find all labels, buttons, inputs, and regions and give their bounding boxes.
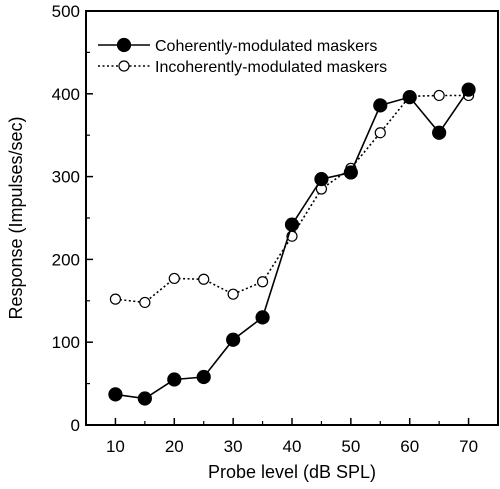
- legend-label: Incoherently-modulated maskers: [155, 59, 387, 76]
- y-axis: 0 100 200 300 400 500: [52, 2, 93, 435]
- data-point: [255, 310, 270, 325]
- x-tick-label: 40: [283, 437, 302, 456]
- data-point: [137, 391, 152, 406]
- series-line: [115, 89, 470, 400]
- series-incoherent: [109, 89, 475, 309]
- x-tick-label: 70: [459, 437, 478, 456]
- x-tick-label: 50: [341, 437, 360, 456]
- x-tick-label: 20: [165, 437, 184, 456]
- data-point: [139, 296, 151, 309]
- y-tick-label: 100: [52, 333, 80, 352]
- x-tick-label: 60: [400, 437, 419, 456]
- y-tick-label: 200: [52, 250, 80, 269]
- x-tick-label: 10: [106, 437, 125, 456]
- y-tick-label: 0: [71, 416, 80, 435]
- data-point: [256, 276, 269, 288]
- data-point: [196, 369, 211, 385]
- data-point: [226, 332, 241, 347]
- series-line: [115, 94, 469, 304]
- data-point: [433, 89, 445, 102]
- data-point: [374, 127, 386, 139]
- x-tick-label: 30: [224, 437, 243, 456]
- series-coherent: [108, 82, 476, 406]
- y-tick-label: 500: [52, 2, 80, 21]
- data-point: [227, 288, 239, 300]
- data-point: [373, 98, 388, 113]
- x-axis: 10 20 30 40 50 60 70: [106, 418, 478, 456]
- data-point: [314, 171, 329, 187]
- data-point: [432, 125, 447, 140]
- y-axis-title: Response (Impulses/sec): [6, 116, 26, 319]
- y-tick-label: 400: [52, 85, 80, 104]
- data-point: [109, 293, 122, 305]
- data-point: [108, 387, 123, 402]
- series-layer: [108, 82, 476, 406]
- data-point: [198, 273, 210, 285]
- y-tick-label: 300: [52, 168, 80, 187]
- x-axis-title: Probe level (dB SPL): [208, 462, 376, 482]
- data-point: [402, 90, 417, 105]
- legend-marker: [118, 60, 130, 72]
- data-point: [168, 272, 180, 285]
- data-point: [284, 217, 300, 232]
- data-point: [167, 372, 182, 387]
- legend: Coherently-modulated maskers Incoherently…: [98, 37, 387, 76]
- data-point: [461, 82, 476, 97]
- data-point: [343, 165, 358, 180]
- legend-label: Coherently-modulated maskers: [155, 38, 377, 55]
- legend-marker: [116, 37, 132, 53]
